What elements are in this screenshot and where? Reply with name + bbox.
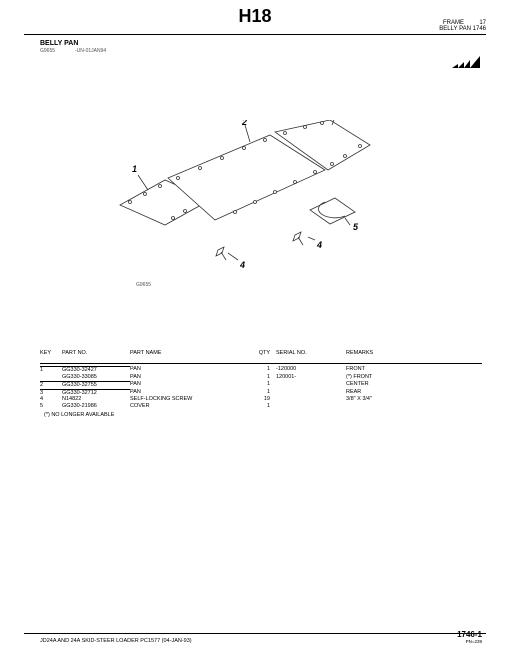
section-title: BELLY PAN bbox=[40, 40, 78, 47]
assembly-name: BELLY PAN bbox=[439, 26, 471, 32]
table-row: 3GG330-32712PAN1REAR bbox=[40, 389, 482, 397]
bottom-rule bbox=[24, 633, 486, 634]
section-imgref: G9655-UN-01JAN94 bbox=[40, 48, 106, 54]
brand-logo-icon bbox=[452, 56, 482, 75]
table-row: 2GG330-32755PAN1CENTER bbox=[40, 381, 482, 389]
footnote: (*) NO LONGER AVAILABLE bbox=[44, 412, 114, 418]
parts-table: KEY PART NO. PART NAME QTY SERIAL NO. RE… bbox=[40, 350, 482, 410]
frame-header: FRAME 17 BELLY PAN 1746 bbox=[439, 20, 486, 32]
table-row: 5GG330-21986COVER1 bbox=[40, 403, 482, 410]
footer-left: JD24A AND 24A SKID-STEER LOADER PC1577 (… bbox=[40, 638, 192, 644]
diagram-code: G9655 bbox=[136, 282, 151, 288]
callout-2: 2 bbox=[241, 120, 247, 127]
callout-5: 5 bbox=[353, 222, 359, 232]
col-name: PART NAME bbox=[130, 350, 240, 357]
col-qty: QTY bbox=[240, 350, 276, 357]
footer-right: 1746-1 PN=239 bbox=[457, 630, 482, 644]
top-rule bbox=[24, 34, 486, 35]
table-header: KEY PART NO. PART NAME QTY SERIAL NO. RE… bbox=[40, 350, 482, 364]
callout-4a: 4 bbox=[239, 260, 245, 270]
col-serial: SERIAL NO. bbox=[276, 350, 346, 357]
assembly-number: 1746 bbox=[473, 26, 486, 32]
col-remarks: REMARKS bbox=[346, 350, 482, 357]
col-key: KEY bbox=[40, 350, 62, 357]
table-row: 4N14822SELF-LOCKING SCREW193/8" X 3/4" bbox=[40, 396, 482, 403]
col-partno: PART NO. bbox=[62, 350, 130, 357]
table-row: GG330-33085PAN1120001-(*) FRONT bbox=[40, 374, 482, 381]
page-code: H18 bbox=[0, 6, 510, 27]
callout-4b: 4 bbox=[316, 240, 322, 250]
callout-1: 1 bbox=[132, 164, 137, 174]
parts-diagram: 1 2 3 4 4 5 bbox=[100, 120, 400, 290]
table-row: 1GG330-32427PAN1 -120000FRONT bbox=[40, 366, 482, 374]
